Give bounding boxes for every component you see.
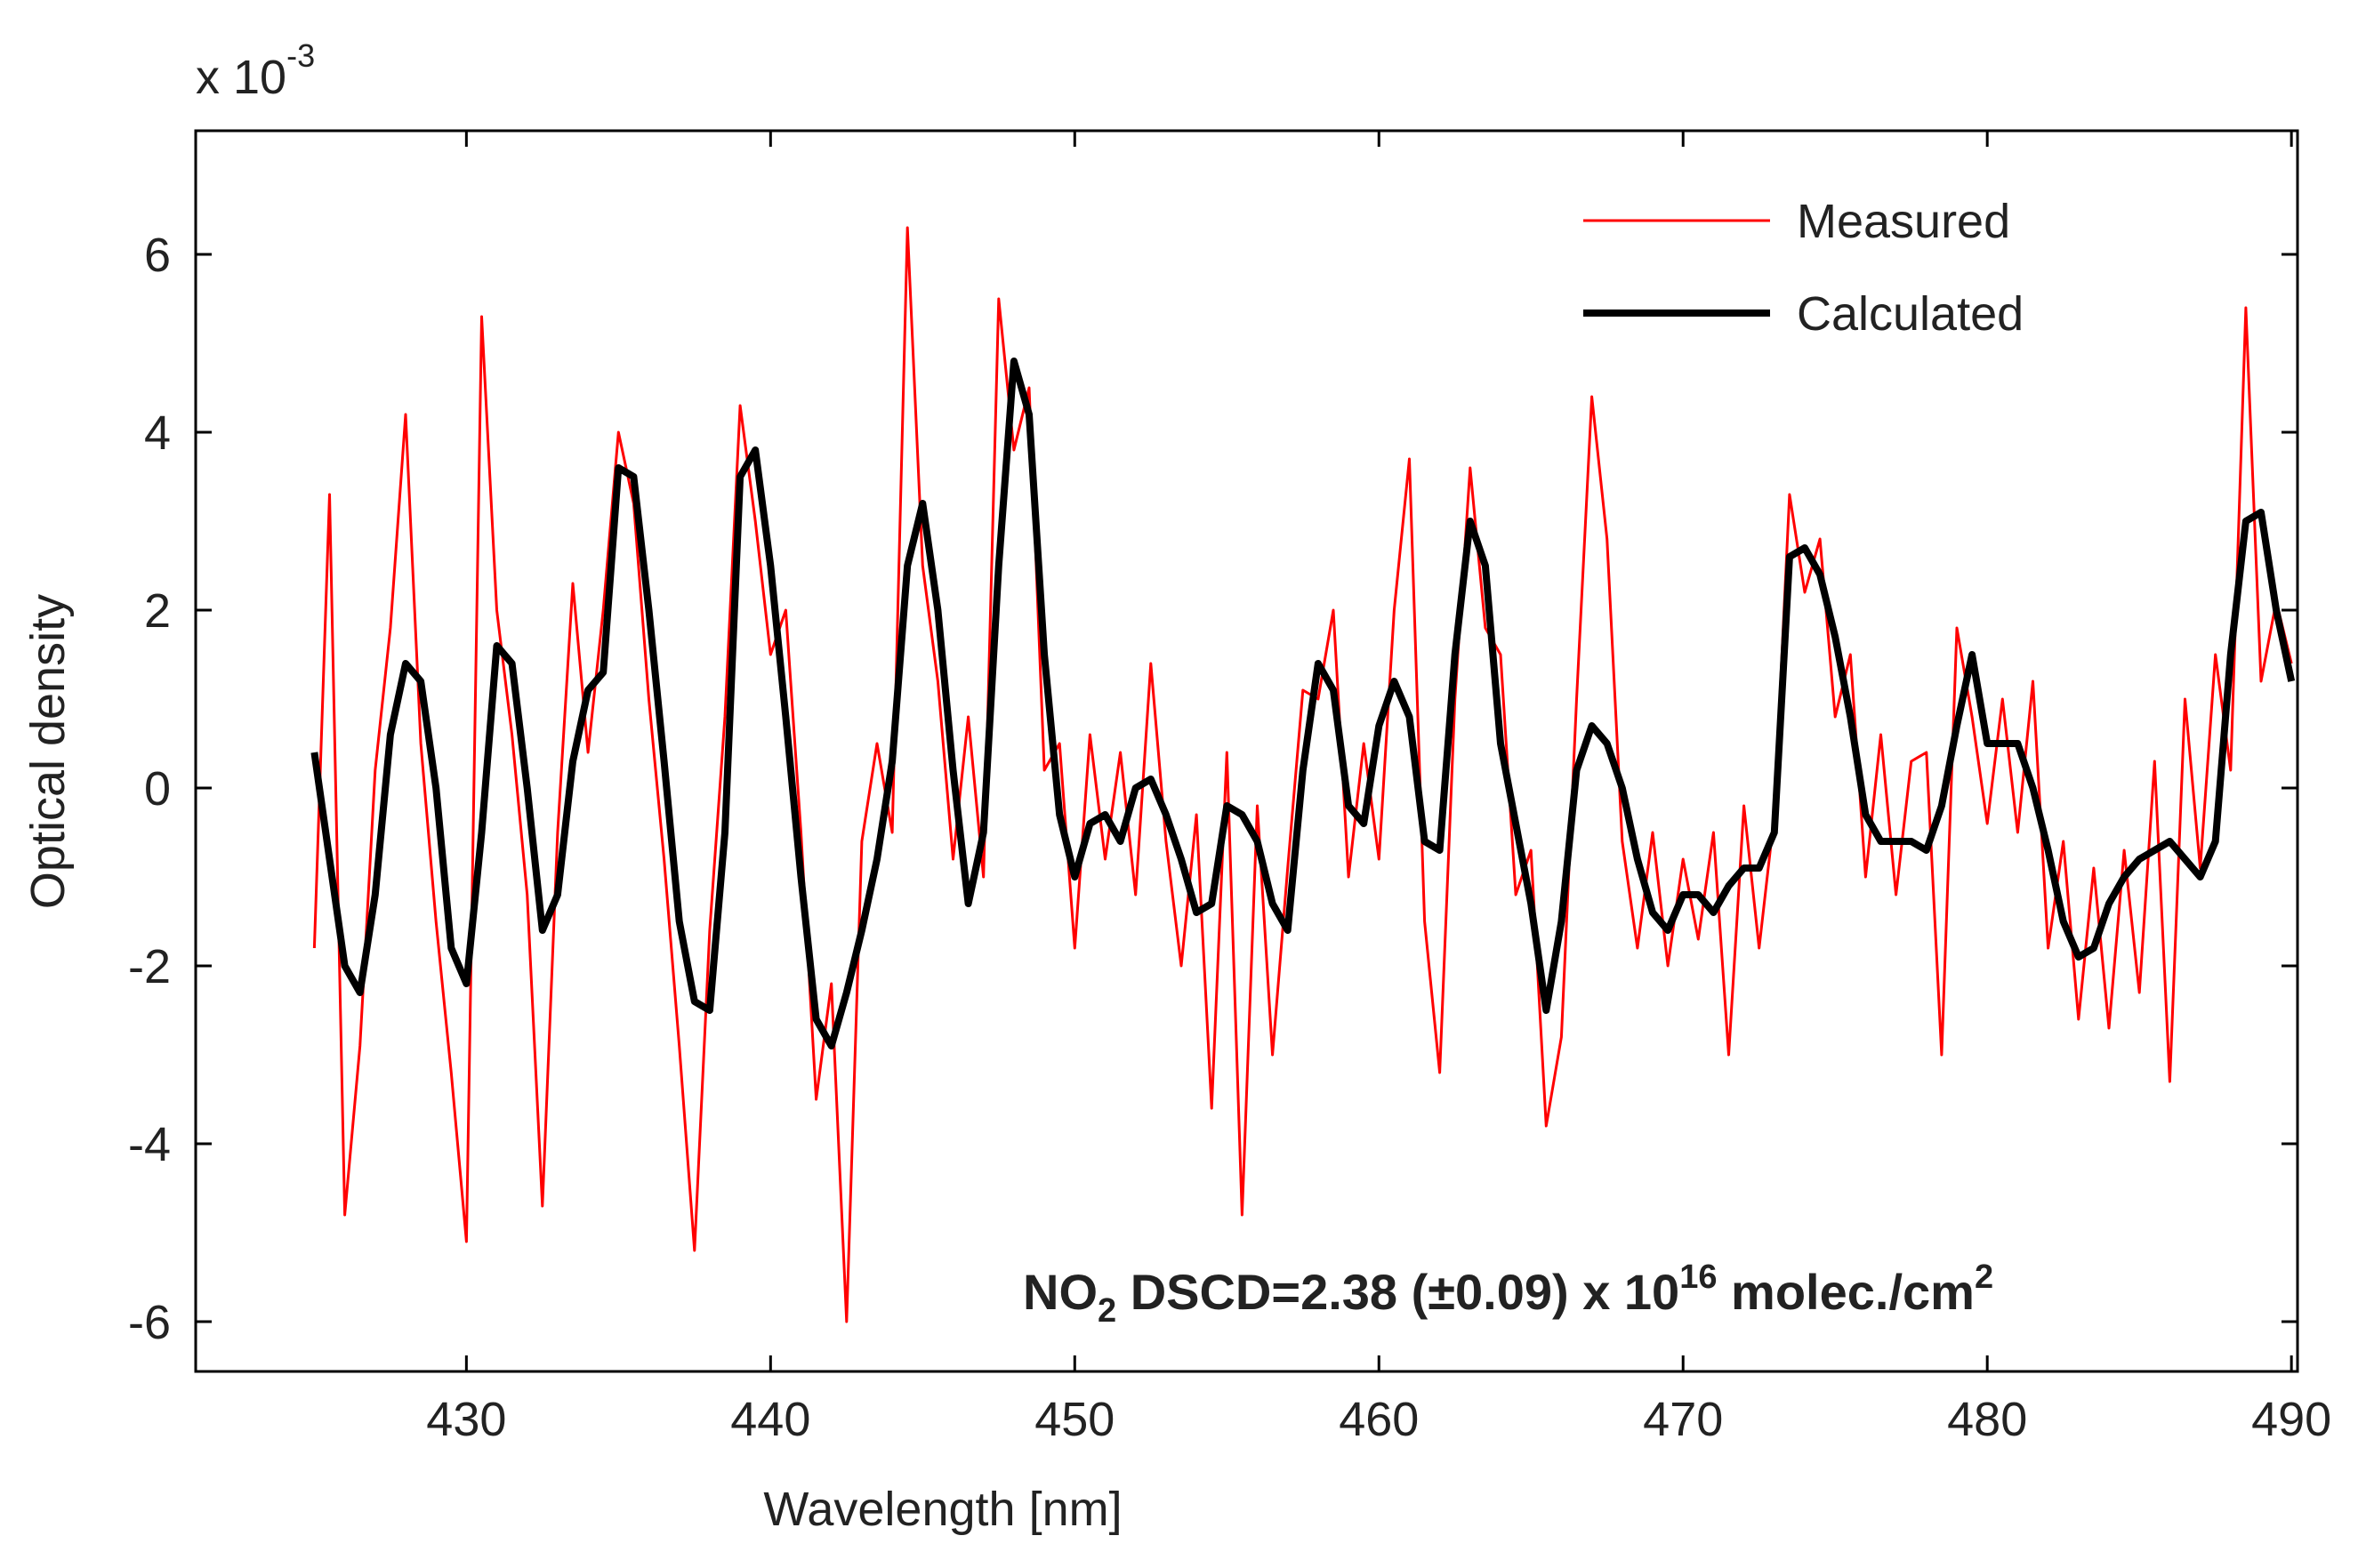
x-tick-label: 440	[730, 1393, 810, 1446]
x-tick-label: 460	[1339, 1393, 1419, 1446]
y-tick-label: -2	[128, 940, 171, 993]
y-tick-label: 0	[144, 762, 171, 816]
annotation-part: molec./cm	[1717, 1264, 1974, 1320]
multiplier-base: x 10	[196, 51, 286, 104]
annotation-part: 16	[1679, 1258, 1717, 1296]
y-axis-label: Optical density	[21, 594, 75, 909]
x-tick-label: 490	[2251, 1393, 2331, 1446]
y-tick-label: 6	[144, 229, 171, 282]
y-tick-label: -4	[128, 1118, 171, 1171]
x-axis-label: Wavelength [nm]	[763, 1483, 1122, 1536]
x-tick-label: 430	[426, 1393, 506, 1446]
x-tick-label: 470	[1643, 1393, 1723, 1446]
x-tick-label: 450	[1034, 1393, 1115, 1446]
multiplier-exponent: -3	[286, 37, 315, 74]
y-tick-label: 4	[144, 406, 171, 460]
y-tick-label: -6	[128, 1296, 171, 1349]
series-line	[312, 226, 2293, 1323]
annotation-part: NO	[1023, 1264, 1098, 1320]
x-tick-label: 480	[1947, 1393, 2027, 1446]
legend-label: Calculated	[1797, 287, 2024, 341]
y-multiplier: x 10-3	[196, 37, 315, 104]
annotation-part: DSCD=2.38 (±0.09) x 10	[1116, 1264, 1679, 1320]
legend-label: Measured	[1797, 195, 2010, 248]
annotation: NO2 DSCD=2.38 (±0.09) x 1016 molec./cm2	[1023, 1258, 1993, 1330]
series-line	[310, 358, 2296, 1049]
y-tick-label: 2	[144, 584, 171, 638]
plot-frame	[194, 129, 2299, 1373]
annotation-part: 2	[1975, 1258, 1993, 1296]
annotation-part: 2	[1098, 1292, 1116, 1330]
